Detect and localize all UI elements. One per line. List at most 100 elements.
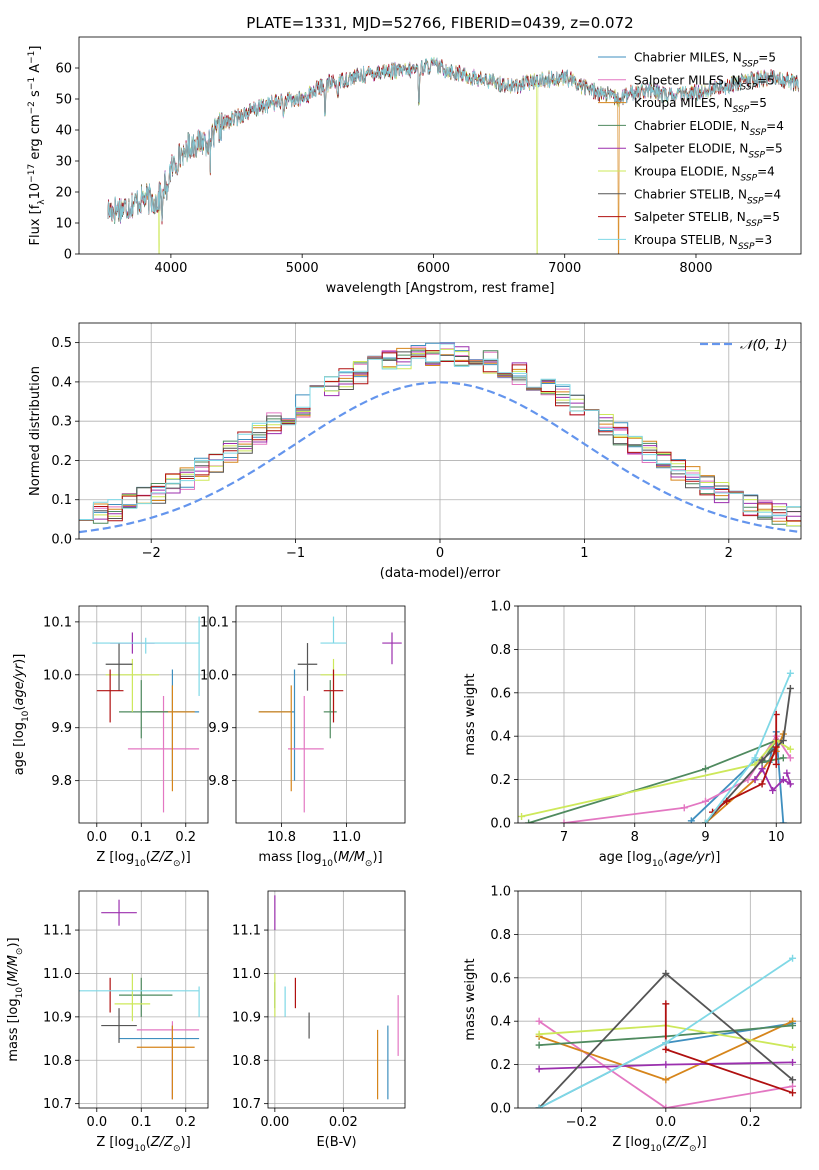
- y-tick-label: 1.0: [490, 885, 511, 900]
- weight-marker: [758, 756, 766, 764]
- y-axis-label: mass weight: [463, 673, 478, 755]
- weight-line-salpeter-stelib: [712, 714, 778, 813]
- weight-marker: [662, 1076, 670, 1084]
- x-tick-label: 0.02: [329, 1115, 358, 1130]
- weight-marker: [779, 776, 787, 784]
- axes-frame: [78, 605, 209, 824]
- legend-label: Kroupa ELODIE, NSSP=4: [634, 165, 775, 184]
- errorbar-point: [105, 658, 160, 712]
- errorbar-point: [127, 695, 200, 813]
- axes-frame: [78, 322, 802, 540]
- x-axis-label: mass [log10(M/M⊙)]: [258, 850, 382, 869]
- y-axis-label: Normed distribution: [28, 366, 43, 496]
- weight-marker: [701, 797, 709, 805]
- y-tick-label: 10.0: [200, 668, 229, 683]
- errorbar-point: [323, 680, 337, 739]
- weight-marker: [779, 754, 787, 762]
- weight-marker: [535, 1104, 543, 1108]
- weight-marker: [723, 797, 731, 805]
- weight-marker: [789, 1089, 797, 1097]
- weight-marker: [758, 765, 766, 773]
- weight-marker: [662, 1039, 670, 1047]
- errorbar-point: [96, 669, 124, 723]
- weight-line-salpeter-stelib: [664, 1003, 793, 1094]
- weight-vs-age-panel: 7 8 9 10 0.0 0.2 0.4 0.6 0.8 1.0 age [log10(age/yr…: [463, 600, 802, 869]
- x-tick-label: 0.2: [175, 1115, 196, 1130]
- y-tick-label: 0.0: [490, 817, 511, 832]
- spectrum-lines: [107, 56, 799, 254]
- y-tick-label: 0.0: [490, 1102, 511, 1117]
- y-tick-label: 11.1: [43, 924, 72, 939]
- y-tick-label: 10.7: [232, 1097, 261, 1112]
- weight-marker: [518, 812, 526, 820]
- y-tick-label: 9.8: [51, 774, 72, 789]
- legend-label: Chabrier STELIB, NSSP=4: [634, 187, 781, 206]
- x-tick-label: 8000: [679, 261, 712, 276]
- y-tick-label: 20: [55, 186, 72, 201]
- weight-marker: [535, 1065, 543, 1073]
- weight-marker: [789, 1082, 797, 1090]
- x-tick-label: 8: [631, 830, 639, 845]
- x-tick-label: 0.0: [86, 830, 107, 845]
- y-tick-label: 0.3: [51, 415, 72, 430]
- y-tick-label: 0.6: [490, 971, 511, 986]
- errorbar-point: [150, 685, 195, 792]
- errorbar-point: [119, 1025, 200, 1100]
- weight-lines: [518, 669, 794, 823]
- errorbar-point: [119, 977, 173, 1017]
- legend-label: 𝒩(0, 1): [740, 338, 787, 353]
- y-tick-label: 10.8: [43, 1054, 72, 1069]
- y-tick-label: 0.6: [490, 686, 511, 701]
- y-tick-label: 9.9: [208, 721, 229, 736]
- axes-frame: [78, 890, 209, 1109]
- weight-marker: [789, 1058, 797, 1066]
- y-axis-label: Flux [fλ10−17 erg cm−2 s−1 A−1]: [27, 46, 47, 246]
- weight-marker: [786, 684, 794, 692]
- x-tick-label: 6000: [417, 261, 450, 276]
- y-tick-label: 10.1: [43, 615, 72, 630]
- errorbar-point: [101, 1008, 137, 1043]
- weight-marker: [525, 819, 533, 823]
- y-tick-label: 10.9: [232, 1010, 261, 1025]
- y-tick-label: 0.8: [490, 643, 511, 658]
- weight-marker: [789, 1043, 797, 1051]
- normal-reference-curve: [79, 381, 801, 534]
- age-vs-mass-panel: 10.8 11.0 9.8 9.9 10.0 10.1 mass [log10(M/M⊙)]: [200, 605, 406, 869]
- legend-label: Chabrier MILES, NSSP=5: [634, 51, 776, 70]
- x-tick-label: 10.8: [267, 830, 296, 845]
- y-tick-label: 0.4: [490, 730, 511, 745]
- weight-marker: [535, 1017, 543, 1025]
- age-vs-Z-panel: 0.0 0.1 0.2 9.8 9.9 10.0 10.1 Z [log10(Z/Z⊙)] ag…: [12, 605, 209, 869]
- weight-marker: [560, 819, 568, 823]
- axes-frame: [78, 36, 802, 255]
- weight-vs-Z-panel: −0.2 0.0 0.2 0.0 0.2 0.4 0.6 0.8 1.0 Z [log10(Z/Z…: [463, 885, 802, 1154]
- axes-frame: [267, 890, 406, 1109]
- x-axis-label: (data-model)/error: [380, 566, 501, 581]
- x-tick-label: 10: [768, 830, 785, 845]
- axes-frame: [235, 605, 406, 824]
- x-tick-label: 7: [560, 830, 568, 845]
- errorbar-point: [258, 685, 292, 792]
- weight-marker: [680, 804, 688, 812]
- x-tick-label: −1: [286, 546, 305, 561]
- y-tick-label: 0.2: [490, 773, 511, 788]
- y-tick-label: 0.0: [51, 533, 72, 548]
- y-tick-label: 0.5: [51, 336, 72, 351]
- weight-marker: [786, 780, 794, 788]
- weight-line-chabrier-stelib: [704, 688, 792, 823]
- errorbars: [92, 616, 200, 813]
- x-axis-label: Z [log10(Z/Z⊙)]: [612, 1135, 706, 1154]
- histogram-kroupa-stelib: [79, 343, 801, 520]
- weight-line-salpeter-miles: [563, 734, 792, 823]
- y-tick-label: 10: [55, 217, 72, 232]
- y-tick-label: 30: [55, 155, 72, 170]
- spectrum-panel: 4000 5000 6000 7000 8000 0 10 20 30 40 50 60 wavelen…: [27, 36, 802, 296]
- x-tick-label: 0: [436, 546, 444, 561]
- weight-line-kroupa-elodie: [521, 739, 791, 818]
- errorbar-point: [258, 669, 296, 781]
- legend-label: Salpeter STELIB, NSSP=5: [634, 210, 780, 229]
- x-tick-label: 2: [725, 546, 733, 561]
- y-tick-label: 10.7: [43, 1097, 72, 1112]
- errorbar-point: [92, 637, 200, 654]
- weight-marker: [662, 1000, 670, 1008]
